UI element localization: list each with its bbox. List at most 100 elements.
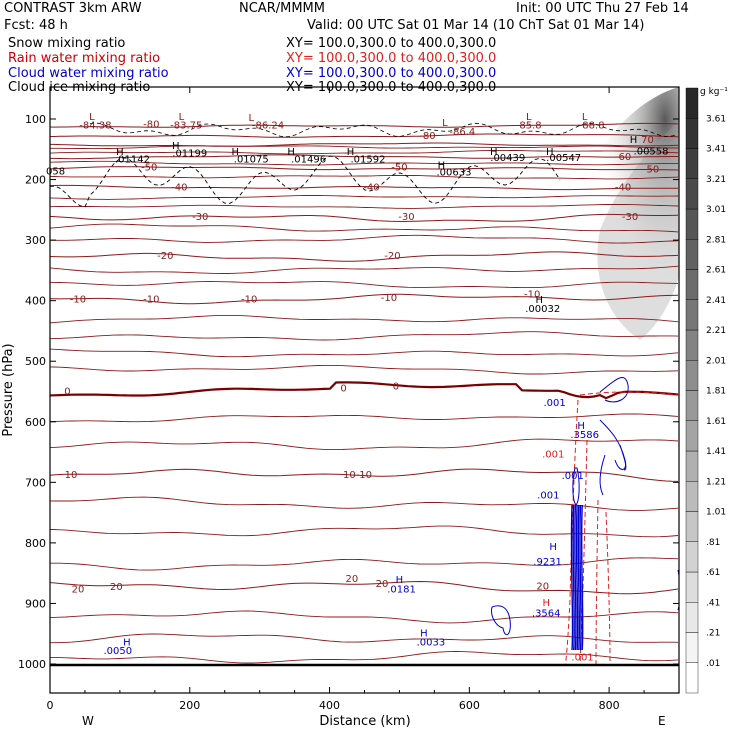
colorbar-swatch — [685, 269, 699, 300]
y-tick-label: 900 — [25, 597, 46, 610]
temperature-contour — [50, 633, 679, 644]
zero-isotherm — [50, 381, 679, 400]
colorbar-swatch — [685, 148, 699, 179]
low-marker: L — [248, 113, 254, 124]
cloud-water-line — [575, 504, 579, 651]
temperature-contour — [50, 213, 679, 223]
temperature-label: -40 — [363, 182, 379, 193]
colorbar-label: 2.81 — [706, 235, 726, 245]
legend-snow-xy: XY= 100.0,300.0 to 400.0,300.0 — [286, 36, 497, 51]
colorbar-swatch — [685, 87, 699, 119]
y-axis-label: Pressure (hPa) — [1, 343, 16, 436]
colorbar-label: 2.61 — [706, 266, 726, 276]
y-tick-label: 600 — [25, 416, 46, 429]
temperature-label: 20 — [110, 582, 123, 593]
high-marker: H — [116, 147, 124, 158]
temperature-label: 10-10 — [343, 470, 372, 481]
rain-water-label: .001 — [571, 653, 593, 664]
low-marker: L — [526, 112, 532, 123]
high-marker: H — [123, 638, 131, 649]
colorbar-label: .81 — [706, 538, 720, 548]
colorbar-swatch — [685, 360, 699, 391]
temperature-label: 0 — [393, 382, 399, 393]
rain-water-contour — [605, 511, 611, 666]
colorbar-label: 3.21 — [706, 175, 726, 185]
temperature-contour — [50, 364, 679, 375]
cloud-water-label: .001 — [537, 490, 559, 501]
x-tick-label: 0 — [47, 699, 54, 712]
temperature-contour — [50, 331, 679, 341]
colorbar-label: 1.41 — [706, 447, 726, 457]
temperature-label: -30 — [192, 212, 208, 223]
y-tick-label: 800 — [25, 537, 46, 550]
temperature-contour — [50, 496, 679, 511]
low-marker: L — [582, 112, 588, 123]
temperature-label: -80 — [143, 119, 159, 130]
colorbar-swatch — [685, 420, 699, 452]
colorbar-swatch — [685, 662, 699, 694]
forecast-hour: Fcst: 48 h — [4, 18, 68, 33]
cloud-ice-label: 058 — [46, 166, 65, 177]
temperature-label: -50 — [391, 162, 407, 173]
temperature-contour — [50, 175, 679, 180]
cloud-water-column — [570, 467, 584, 651]
temperature-contour — [50, 160, 678, 166]
high-marker: H — [630, 135, 638, 146]
colorbar-label: 3.41 — [706, 145, 726, 155]
temperature-label: 70 — [641, 135, 654, 146]
high-marker: H — [420, 629, 428, 640]
legend-cloud-water: Cloud water mixing ratio — [8, 66, 169, 81]
temperature-contour — [50, 348, 679, 358]
temperature-extremum: -85.8 — [516, 120, 542, 131]
colorbar-unit: g kg⁻¹ — [700, 87, 728, 97]
high-marker: H — [172, 141, 180, 152]
temperature-contour — [50, 413, 679, 423]
colorbar-swatch — [685, 118, 699, 149]
temperature-label: -50 — [643, 164, 659, 175]
cloud-ice-label: .01075 — [234, 154, 269, 165]
cloud-water-line — [577, 504, 581, 651]
cloud-water-label: .0050 — [103, 646, 132, 657]
plot-title: CONTRAST 3km ARW — [4, 1, 142, 16]
colorbar-label: .01 — [706, 659, 720, 669]
y-tick-label: 100 — [25, 113, 46, 126]
temperature-label: 20 — [536, 581, 549, 592]
colorbar-label: 3.61 — [706, 114, 726, 124]
rain-water-contour — [579, 391, 679, 396]
temperature-contour — [50, 133, 679, 138]
high-marker: H — [438, 160, 446, 171]
colorbar-label: .21 — [706, 629, 720, 639]
temperature-label: 20 — [376, 579, 389, 590]
cloud-ice-label: .01142 — [115, 154, 150, 165]
temperature-contour — [50, 145, 678, 150]
high-marker: H — [549, 542, 557, 553]
cloud-water-label: .001 — [543, 398, 565, 409]
temperature-label: 0 — [340, 383, 346, 394]
temperature-contour — [50, 525, 679, 538]
temperature-contour — [50, 281, 679, 289]
organization-label: NCAR/MMMM — [239, 1, 325, 16]
cloud-water-label: .9231 — [533, 557, 562, 568]
colorbar-label: .41 — [706, 598, 720, 608]
cloud-water-label: .3564 — [532, 609, 561, 620]
temperature-label: -10 — [241, 294, 257, 305]
high-marker: H — [546, 147, 554, 158]
x-axis-label: Distance (km) — [319, 714, 410, 729]
init-time: Init: 00 UTC Thu 27 Feb 14 — [516, 1, 689, 16]
cloud-ice-label: .01496 — [291, 154, 326, 165]
temperature-extremum: -88.8 — [579, 120, 605, 131]
temperature-label: -20 — [384, 251, 400, 262]
colorbar-swatch — [685, 481, 699, 512]
temperature-extremum: -86.4 — [449, 127, 475, 138]
cloud-water-contour — [599, 454, 606, 496]
high-marker: H — [287, 147, 295, 158]
low-marker: L — [442, 118, 448, 129]
temperature-contour — [50, 251, 679, 262]
legend-snow: Snow mixing ratio — [8, 36, 126, 51]
temperature-label: -40 — [171, 182, 187, 193]
temperature-contour — [50, 468, 679, 482]
temperature-contour — [50, 166, 679, 171]
temperature-contour — [50, 651, 679, 664]
temperature-label: -10 — [143, 294, 159, 305]
